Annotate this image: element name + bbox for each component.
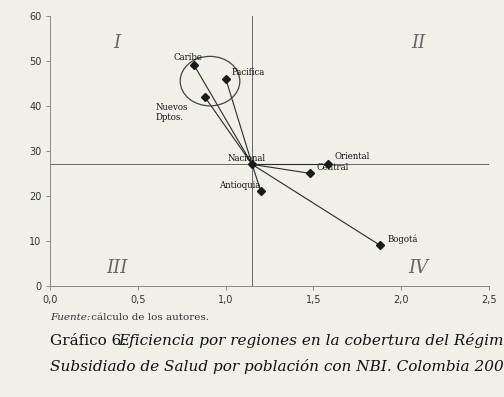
Text: Antioquia: Antioquia (219, 181, 260, 190)
Text: Pacifica: Pacifica (231, 67, 264, 77)
Text: Bogotá: Bogotá (387, 234, 417, 243)
Text: Eficiencia por regiones en la cobertura del Régimen: Eficiencia por regiones en la cobertura … (118, 333, 504, 349)
Text: Subsidiado de Salud por población con NBI. Colombia 2006: Subsidiado de Salud por población con NB… (50, 359, 504, 374)
Text: Oriental: Oriental (335, 152, 370, 161)
Text: Fuente:: Fuente: (50, 312, 91, 322)
Text: Central: Central (317, 163, 349, 172)
Text: I: I (113, 34, 120, 52)
Text: cálculo de los autores.: cálculo de los autores. (88, 312, 209, 322)
Text: Gráfico 6.: Gráfico 6. (50, 334, 132, 349)
Text: III: III (106, 259, 128, 277)
Text: Nacional: Nacional (227, 154, 266, 163)
Text: II: II (412, 34, 426, 52)
Text: Caribe: Caribe (173, 53, 202, 62)
Text: Nuevos
Dptos.: Nuevos Dptos. (156, 103, 188, 121)
Text: IV: IV (409, 259, 429, 277)
